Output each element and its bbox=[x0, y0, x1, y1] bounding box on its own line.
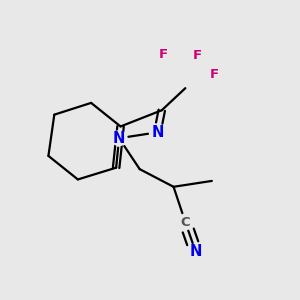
Text: C: C bbox=[181, 216, 190, 229]
Circle shape bbox=[188, 244, 203, 259]
Circle shape bbox=[178, 215, 193, 230]
Text: N: N bbox=[190, 244, 202, 259]
Circle shape bbox=[207, 68, 222, 82]
Circle shape bbox=[190, 48, 205, 63]
Circle shape bbox=[150, 125, 165, 140]
Circle shape bbox=[156, 47, 171, 62]
Text: F: F bbox=[210, 68, 219, 81]
Text: N: N bbox=[113, 131, 125, 146]
Circle shape bbox=[112, 131, 126, 146]
Text: F: F bbox=[193, 49, 202, 62]
Text: N: N bbox=[151, 125, 164, 140]
Text: F: F bbox=[159, 48, 168, 61]
